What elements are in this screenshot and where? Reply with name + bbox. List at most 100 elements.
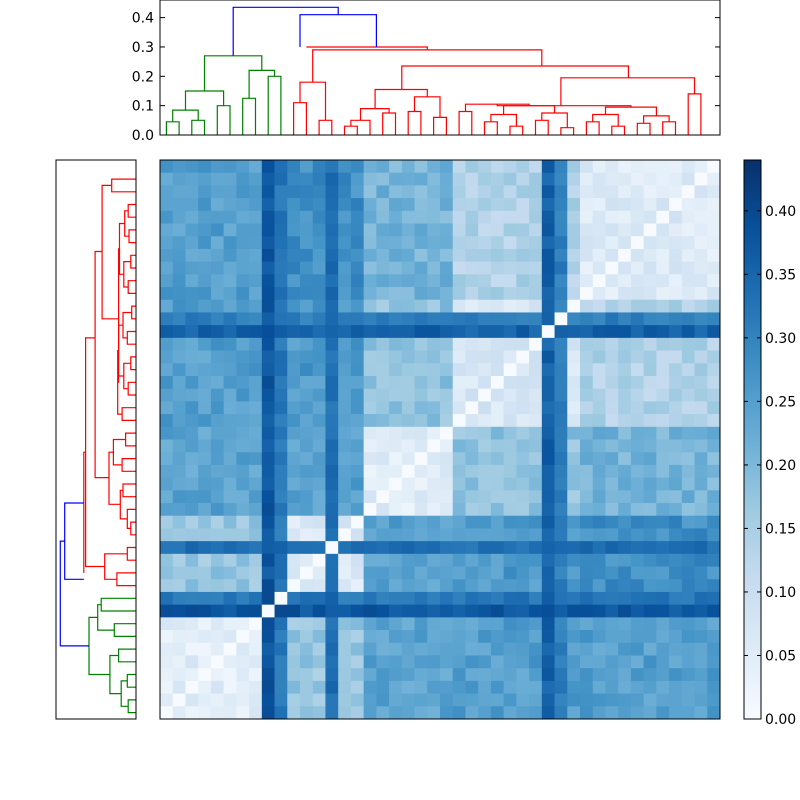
heatmap-cell [541, 274, 555, 288]
heatmap-cell [656, 464, 670, 479]
heatmap-cell [338, 515, 352, 529]
top-y-tick-label: 0.0 [132, 128, 154, 144]
heatmap-cell [223, 604, 237, 618]
heatmap-cell [440, 541, 454, 555]
heatmap-cell [338, 248, 352, 263]
heatmap-cell [160, 299, 174, 313]
heatmap-cell [580, 337, 594, 351]
heatmap-cell [656, 325, 670, 339]
heatmap-cell [172, 617, 186, 631]
heatmap-cell [516, 223, 530, 237]
heatmap-cell [529, 668, 543, 682]
heatmap-cell [707, 693, 721, 707]
heatmap-cell [656, 375, 670, 390]
heatmap-cell [185, 185, 199, 199]
heatmap-cell [312, 680, 326, 694]
heatmap-cell [210, 452, 225, 466]
heatmap-cell [630, 503, 645, 517]
heatmap-cell [160, 655, 174, 669]
heatmap-cell [605, 210, 619, 224]
heatmap-cell [261, 287, 275, 301]
heatmap-cell [185, 274, 199, 288]
heatmap-cell [605, 185, 619, 199]
heatmap-cell [541, 503, 555, 517]
heatmap-cell [287, 464, 301, 479]
heatmap-cell [707, 198, 721, 212]
heatmap-cell [516, 515, 530, 529]
heatmap-cell [312, 401, 326, 415]
heatmap-cell [541, 312, 555, 326]
heatmap-cell [312, 426, 326, 440]
heatmap-cell [274, 223, 288, 237]
heatmap-cell [325, 680, 339, 694]
heatmap-cell [669, 185, 683, 199]
heatmap-cell [338, 693, 352, 707]
heatmap-cell [401, 515, 415, 529]
heatmap-cell [261, 337, 275, 351]
heatmap-cell [312, 236, 326, 250]
top-dendrogram-link [585, 121, 600, 135]
heatmap-cell [580, 210, 594, 224]
heatmap-cell [172, 604, 186, 618]
heatmap-cell [427, 566, 441, 580]
heatmap-cell [363, 680, 377, 694]
heatmap-cell [490, 363, 505, 377]
heatmap-cell [643, 210, 657, 224]
heatmap-cell [414, 337, 428, 351]
heatmap-cell [440, 528, 454, 542]
heatmap-cell [592, 528, 606, 542]
heatmap-cell [160, 693, 174, 707]
heatmap-cell [300, 185, 314, 199]
heatmap-cell [350, 414, 365, 428]
heatmap-cell [300, 401, 314, 415]
heatmap-cell [503, 439, 517, 453]
heatmap-cell [490, 680, 505, 694]
heatmap-cell [249, 414, 263, 428]
heatmap-cell [567, 401, 581, 415]
heatmap-cell [465, 630, 479, 644]
heatmap-cell [325, 312, 339, 326]
heatmap-cell [440, 464, 454, 479]
heatmap-cell [669, 401, 683, 415]
heatmap-cell [160, 210, 174, 224]
heatmap-cell [325, 566, 339, 580]
heatmap-cell [490, 490, 505, 504]
heatmap-cell [694, 198, 708, 212]
heatmap-cell [605, 464, 619, 479]
heatmap-cell [529, 579, 543, 593]
heatmap-cell [567, 541, 581, 555]
heatmap-cell [707, 312, 721, 326]
heatmap-cell [567, 350, 581, 364]
heatmap-cell [592, 375, 606, 390]
heatmap-cell [325, 541, 339, 555]
heatmap-cell [325, 706, 339, 720]
heatmap-cell [376, 706, 390, 720]
heatmap-cell [707, 185, 721, 199]
heatmap-cell [529, 426, 543, 440]
heatmap-cell [172, 375, 186, 390]
heatmap-cell [516, 274, 530, 288]
heatmap-cell [465, 591, 479, 606]
heatmap-cell [261, 198, 275, 212]
heatmap-cell [172, 185, 186, 199]
heatmap-cell [198, 363, 212, 377]
heatmap-cell [350, 604, 365, 618]
heatmap-cell [630, 172, 645, 186]
heatmap-cell [656, 363, 670, 377]
heatmap-cell [350, 401, 365, 415]
heatmap-cell [490, 566, 505, 580]
heatmap-cell [363, 401, 377, 415]
heatmap-cell [198, 591, 212, 606]
heatmap-cell [529, 312, 543, 326]
heatmap-cell [707, 553, 721, 567]
heatmap-cell [389, 185, 403, 199]
heatmap-cell [300, 350, 314, 364]
heatmap-cell [707, 477, 721, 491]
top-dendrogram-link [318, 119, 333, 135]
top-dendrogram-link [232, 6, 339, 56]
heatmap-cell [350, 350, 365, 364]
heatmap-cell [452, 515, 466, 529]
heatmap-cell [350, 668, 365, 682]
heatmap-cell [694, 274, 708, 288]
heatmap-cell [427, 617, 441, 631]
